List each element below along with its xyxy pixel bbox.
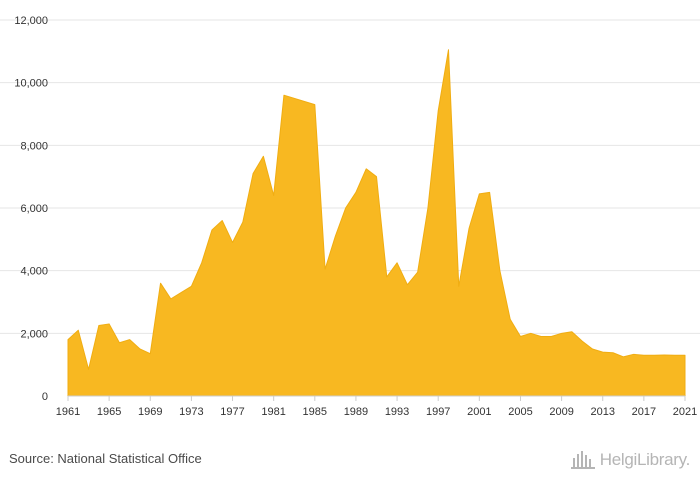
x-tick-label: 2017 [632, 406, 656, 418]
series-area [67, 49, 686, 397]
x-tick-label: 2021 [673, 406, 697, 418]
x-tick-label: 1985 [303, 406, 327, 418]
axes: 0 2,000 4,000 6,000 8,000 10,000 12,000 1961 196… [14, 15, 697, 418]
x-tick-label: 2001 [467, 406, 491, 418]
x-tick-label: 1965 [97, 406, 121, 418]
x-tick-label: 1989 [344, 406, 368, 418]
x-tick-label: 1977 [220, 406, 244, 418]
x-tick-label: 1973 [179, 406, 203, 418]
y-tick-label: 8,000 [20, 140, 48, 152]
y-tick-label: 2,000 [20, 328, 48, 340]
library-building-icon [570, 451, 595, 469]
y-tick-label: 12,000 [14, 15, 48, 27]
y-tick-label: 4,000 [20, 266, 48, 278]
footer: Source: National Statistical Office Helg… [0, 440, 700, 483]
y-tick-label: 10,000 [14, 78, 48, 90]
x-tick-label: 1997 [426, 406, 450, 418]
x-tick-label: 1969 [138, 406, 162, 418]
y-tick-label: 6,000 [20, 203, 48, 215]
chart-area: 0 2,000 4,000 6,000 8,000 10,000 12,000 1961 196… [0, 15, 700, 418]
x-tick-label: 2009 [549, 406, 573, 418]
area-chart: 0 2,000 4,000 6,000 8,000 10,000 12,000 1961 196… [0, 15, 700, 418]
source-note: Source: National Statistical Office [9, 451, 202, 466]
series-layer [67, 49, 686, 397]
y-tick-label: 0 [42, 391, 48, 403]
x-tick-label: 2013 [590, 406, 614, 418]
logo-text: HelgiLibrary. [599, 450, 691, 469]
x-tick-label: 1981 [261, 406, 285, 418]
x-tick-label: 1993 [385, 406, 409, 418]
x-tick-label: 1961 [56, 406, 80, 418]
x-tick-label: 2005 [508, 406, 532, 418]
helgi-library-logo: HelgiLibrary. [570, 448, 690, 472]
